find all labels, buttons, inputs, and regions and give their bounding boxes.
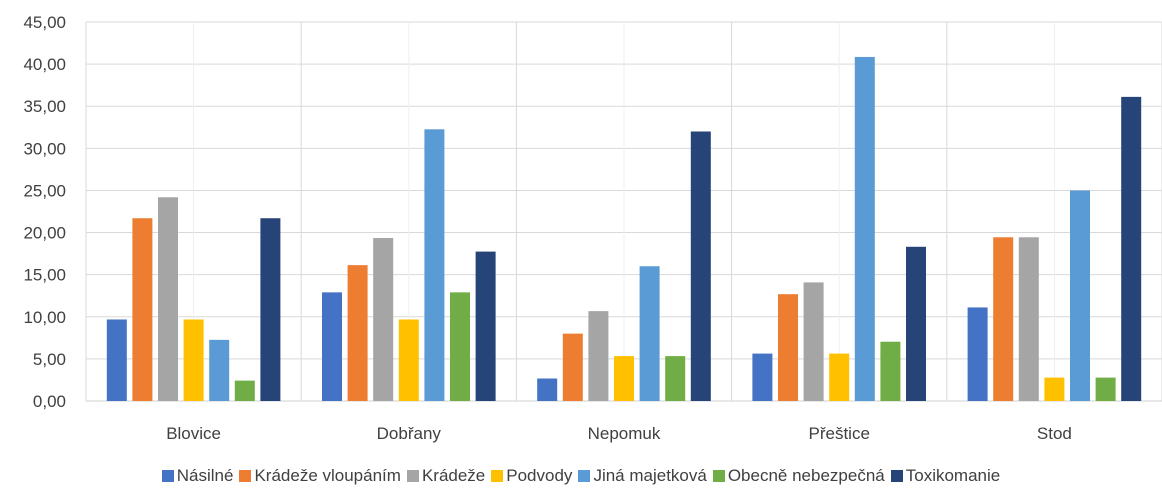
bar (234, 380, 255, 401)
bar (183, 319, 204, 401)
legend-swatch (890, 470, 903, 482)
x-tick-label: Přeštice (808, 424, 869, 443)
bar (752, 353, 773, 401)
x-tick-label: Nepomuk (588, 424, 661, 443)
bar (588, 311, 609, 401)
legend-item: Krádeže (406, 466, 486, 486)
legend-swatch (491, 470, 504, 482)
bar (993, 237, 1014, 401)
bar (347, 265, 368, 401)
bar (450, 292, 470, 401)
bar (854, 56, 875, 402)
bar (778, 294, 798, 401)
legend-label: Obecně nebezpečná (727, 466, 885, 485)
bar (967, 307, 988, 401)
legend-item: Násilné (161, 466, 234, 486)
y-tick-label: 35,00 (23, 97, 66, 116)
y-tick-label: 30,00 (23, 139, 66, 158)
bar (880, 341, 901, 401)
legend-item: Jiná majetková (578, 466, 707, 486)
x-tick-label: Stod (1037, 424, 1072, 443)
legend-label: Jiná majetková (593, 466, 707, 485)
bar (1121, 96, 1142, 401)
legend: Násilné Krádeže vloupáním Krádeže Podvody Ji… (0, 466, 1162, 486)
bar (690, 131, 711, 401)
x-tick-label: Blovice (166, 424, 221, 443)
y-tick-label: 0,00 (33, 392, 66, 411)
y-tick-label: 15,00 (23, 266, 66, 285)
bar (639, 266, 660, 401)
bar (424, 129, 445, 401)
legend-swatch (239, 470, 252, 482)
y-tick-label: 5,00 (33, 350, 66, 369)
x-tick-label: Dobřany (377, 424, 442, 443)
legend-label: Krádeže vloupáním (254, 466, 401, 485)
legend-item: Krádeže vloupáním (239, 466, 401, 486)
legend-item: Obecně nebezpečná (712, 466, 885, 486)
bar (537, 378, 558, 401)
bar (475, 251, 496, 401)
bar (260, 218, 281, 401)
legend-label: Podvody (506, 466, 573, 485)
legend-label: Krádeže (421, 466, 486, 485)
bar (1095, 377, 1116, 401)
bar (322, 292, 342, 401)
bar (1044, 377, 1065, 401)
legend-swatch (161, 470, 174, 482)
y-tick-label: 40,00 (23, 55, 66, 74)
bar (829, 353, 850, 401)
legend-swatch (712, 470, 725, 482)
bar (1018, 237, 1039, 401)
bar (106, 319, 127, 401)
legend-swatch (406, 470, 419, 482)
bar (562, 333, 583, 401)
legend-item: Podvody (491, 466, 572, 486)
y-tick-label: 10,00 (23, 308, 66, 327)
y-tick-label: 25,00 (23, 181, 66, 200)
bar-chart: 0,00 5,00 10,00 15,00 20,00 25,00 30,00 35,00 40… (23, 13, 1162, 443)
y-tick-label: 45,00 (23, 13, 66, 32)
bar (158, 197, 178, 401)
legend-label: Násilné (176, 466, 234, 485)
bar (906, 246, 926, 401)
bar (373, 238, 394, 401)
legend-label: Toxikomanie (905, 466, 1001, 485)
y-tick-label: 20,00 (23, 224, 66, 243)
bar (398, 319, 419, 401)
bar (803, 282, 824, 401)
bar (665, 356, 686, 401)
bar (1070, 190, 1090, 401)
bar (614, 356, 634, 401)
legend-swatch (578, 470, 591, 482)
bar (209, 339, 230, 401)
legend-item: Toxikomanie (890, 466, 1001, 486)
bar (132, 218, 153, 401)
